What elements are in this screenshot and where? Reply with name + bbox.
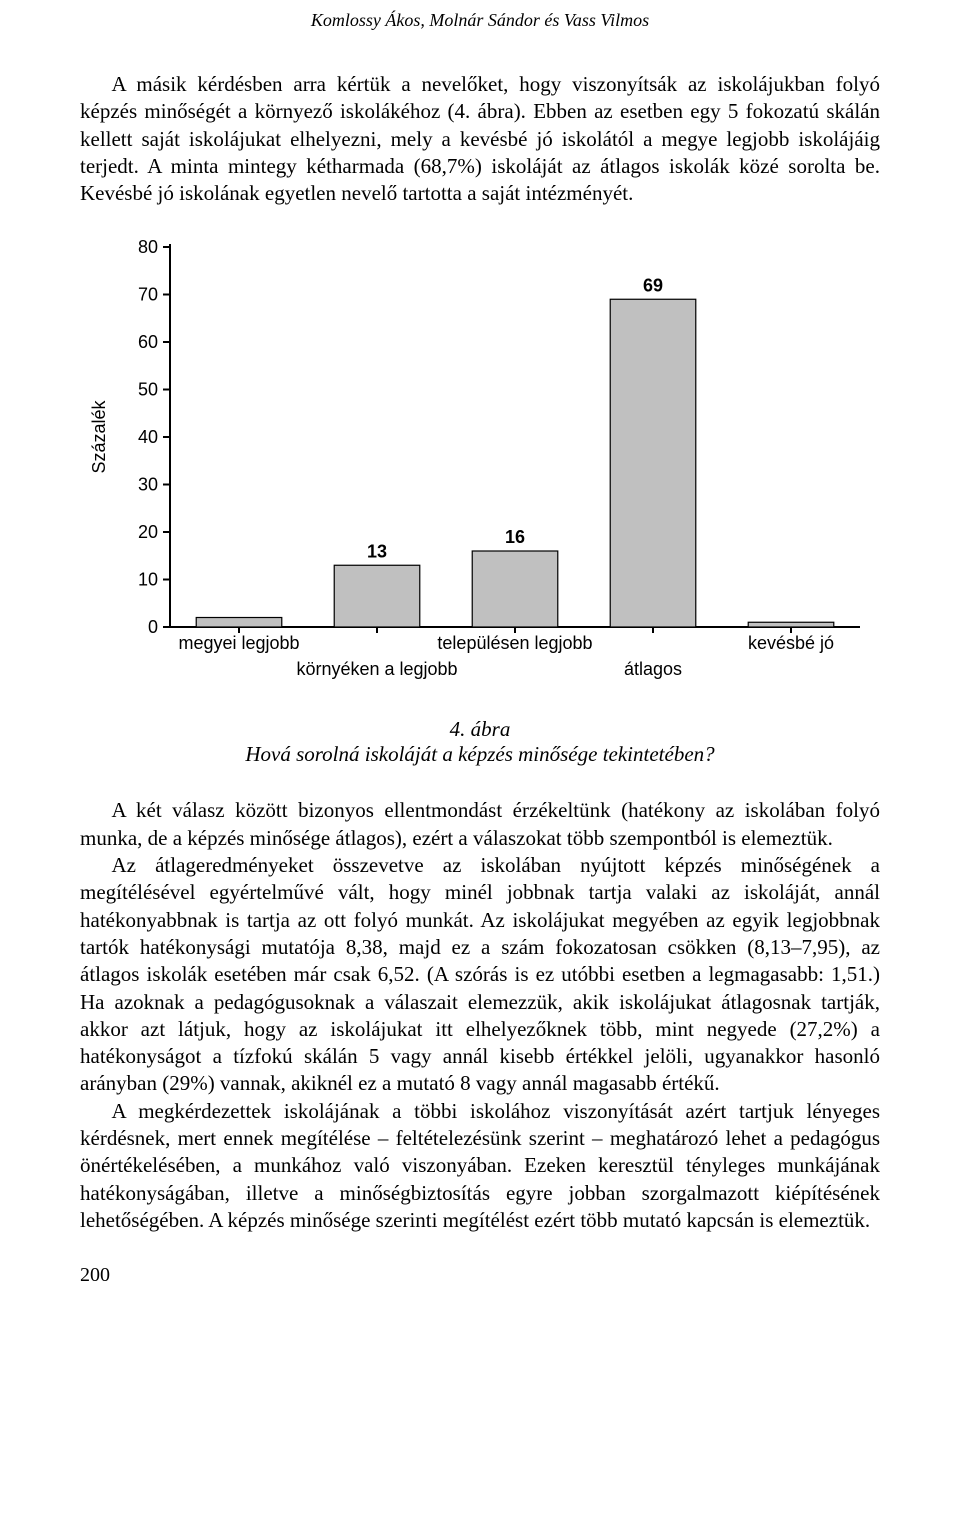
svg-text:40: 40 [138, 427, 158, 447]
svg-text:kevésbé jó: kevésbé jó [748, 633, 834, 653]
svg-text:50: 50 [138, 380, 158, 400]
page-number: 200 [80, 1264, 880, 1287]
svg-text:megyei legjobb: megyei legjobb [178, 633, 299, 653]
svg-text:13: 13 [367, 542, 387, 562]
svg-text:69: 69 [643, 276, 663, 296]
svg-text:60: 60 [138, 332, 158, 352]
figure-title: Hová sorolná iskoláját a képzés minősége… [245, 742, 714, 766]
paragraph-2: A két válasz között bizonyos ellentmondá… [80, 797, 880, 852]
svg-text:70: 70 [138, 285, 158, 305]
running-head: Komlossy Ákos, Molnár Sándor és Vass Vil… [80, 10, 880, 31]
svg-text:környéken a legjobb: környéken a legjobb [296, 659, 457, 679]
figure-caption: 4. ábra Hová sorolná iskoláját a képzés … [80, 717, 880, 767]
svg-text:30: 30 [138, 475, 158, 495]
svg-text:településen legjobb: településen legjobb [437, 633, 592, 653]
bar-chart-svg: 0 10 20 30 40 50 60 70 80 Százalék 13 16 69 megyei le… [80, 237, 880, 707]
paragraph-3: Az átlageredményeket összevetve az iskol… [80, 852, 880, 1098]
paragraph-4: A megkérdezettek iskolájának a többi isk… [80, 1098, 880, 1234]
svg-text:Százalék: Százalék [89, 400, 109, 474]
paragraph-1: A másik kérdésben arra kértük a nevelőke… [80, 71, 880, 207]
figure-number: 4. ábra [80, 717, 880, 742]
svg-text:16: 16 [505, 527, 525, 547]
svg-text:80: 80 [138, 237, 158, 257]
svg-text:0: 0 [148, 617, 158, 637]
bar-chart: 0 10 20 30 40 50 60 70 80 Százalék 13 16 69 megyei le… [80, 237, 880, 707]
svg-text:átlagos: átlagos [624, 659, 682, 679]
svg-text:20: 20 [138, 522, 158, 542]
svg-text:10: 10 [138, 570, 158, 590]
